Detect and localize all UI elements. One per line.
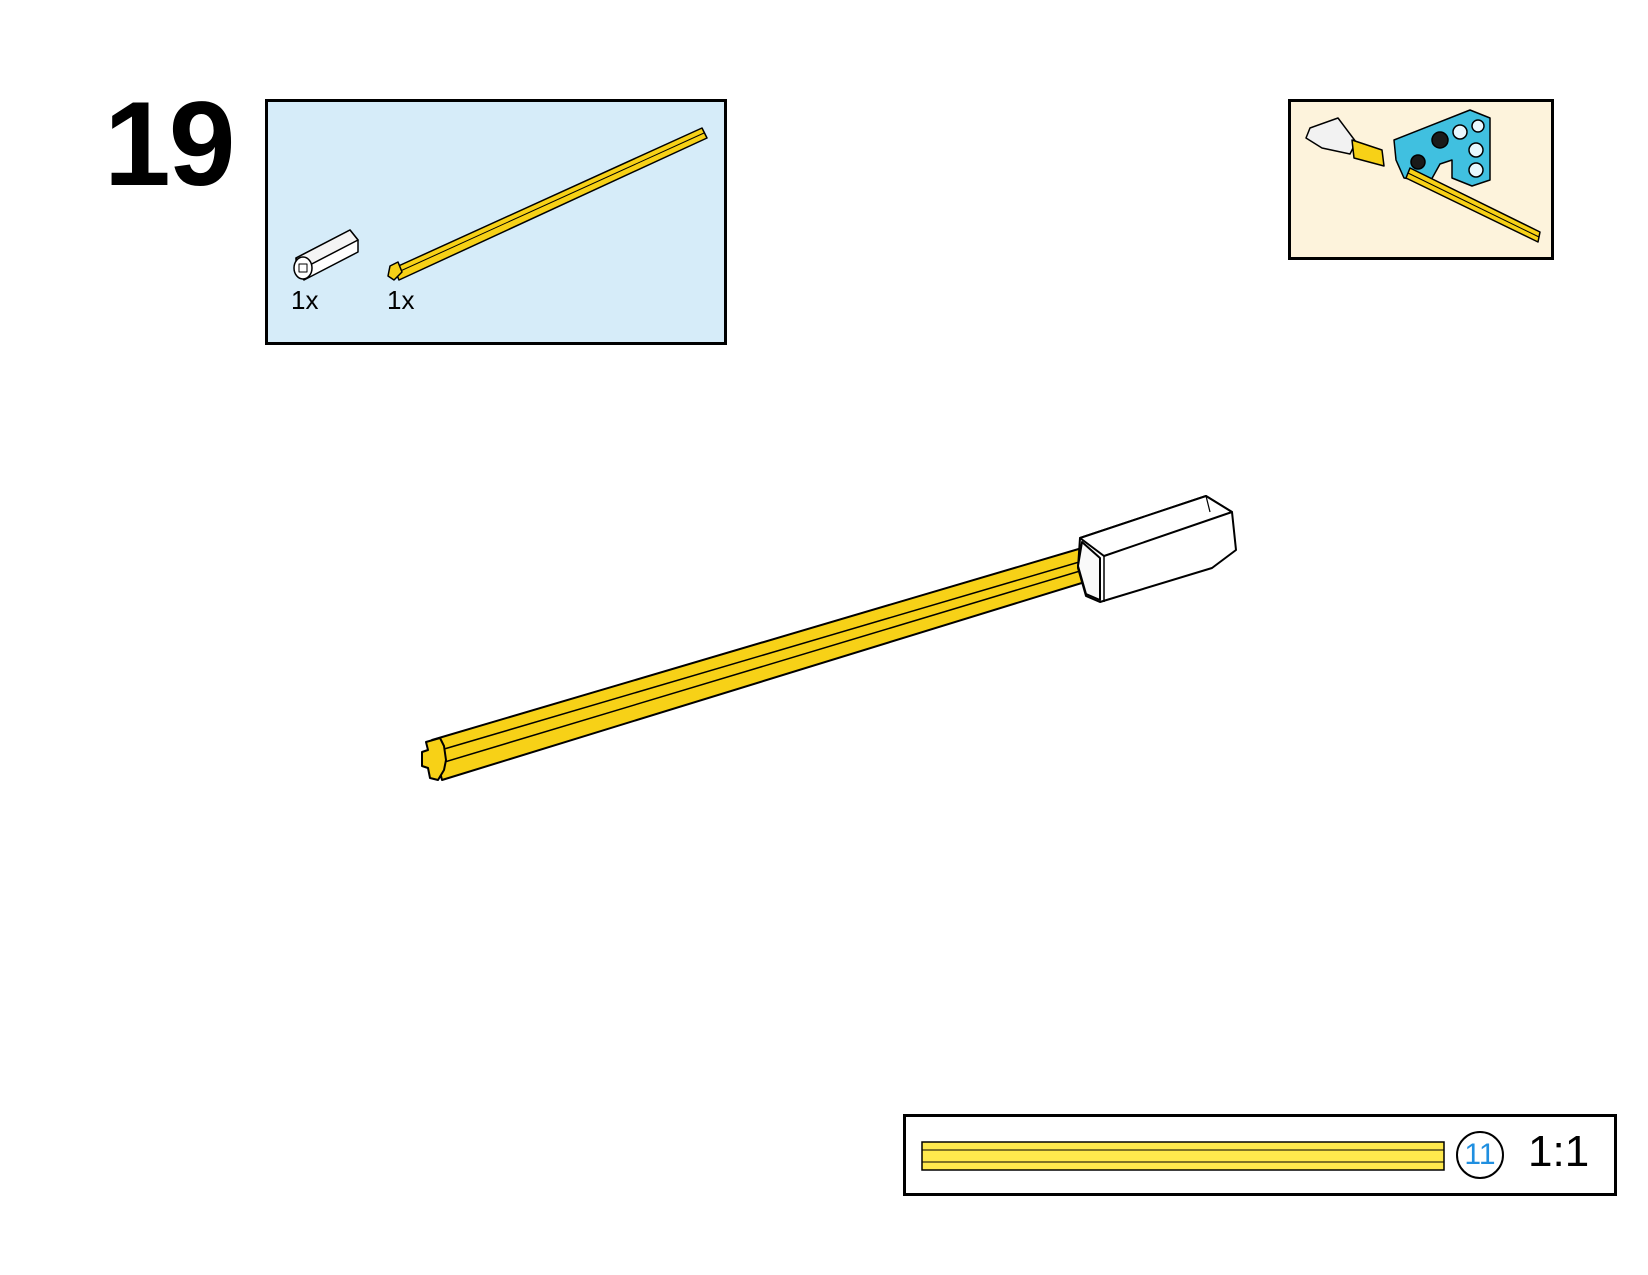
part-count-connector: 1x bbox=[291, 285, 319, 315]
axle-part bbox=[387, 127, 708, 281]
preview-connector bbox=[1305, 117, 1357, 155]
main-connector bbox=[1077, 495, 1237, 603]
scale-label: 1:1 bbox=[1528, 1127, 1590, 1176]
preview-bushing bbox=[1351, 139, 1385, 167]
axle-connector-part bbox=[293, 229, 359, 281]
step-number: 19 bbox=[104, 77, 235, 211]
main-axle bbox=[421, 547, 1099, 781]
length-callout: 11 bbox=[1456, 1131, 1504, 1179]
part-count-axle: 1x bbox=[387, 285, 415, 315]
